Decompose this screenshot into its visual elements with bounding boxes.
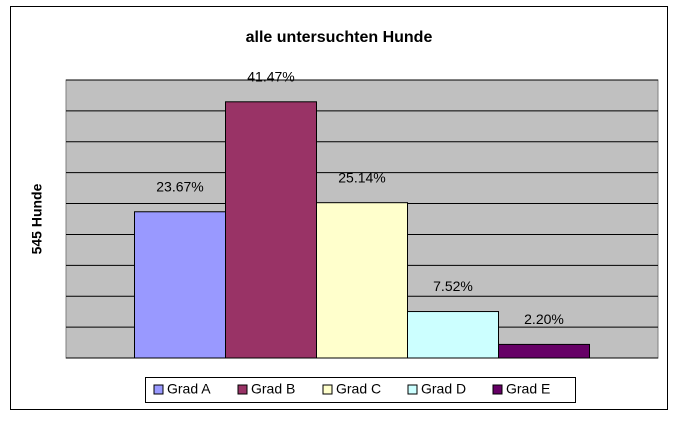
bar	[498, 343, 590, 359]
legend-swatch	[407, 384, 418, 395]
bar	[407, 311, 499, 359]
data-label: 25.14%	[338, 169, 385, 185]
data-label: 2.20%	[524, 311, 564, 327]
bar	[316, 202, 408, 359]
legend-swatch	[492, 384, 503, 395]
chart-title: alle untersuchten Hunde	[246, 29, 433, 46]
legend-swatch	[322, 384, 333, 395]
legend-label: Grad C	[336, 381, 381, 397]
bar	[134, 211, 226, 359]
legend-box	[145, 377, 576, 403]
data-label: 7.52%	[433, 278, 473, 294]
legend-label: Grad E	[506, 381, 550, 397]
data-label: 23.67%	[156, 178, 203, 194]
legend-swatch	[153, 384, 164, 395]
bar	[225, 101, 317, 359]
data-label: 41.47%	[247, 69, 294, 85]
y-axis-label: 545 Hunde	[29, 183, 45, 254]
legend-swatch	[237, 384, 248, 395]
legend-label: Grad A	[167, 381, 211, 397]
legend-label: Grad D	[421, 381, 466, 397]
legend-label: Grad B	[251, 381, 295, 397]
